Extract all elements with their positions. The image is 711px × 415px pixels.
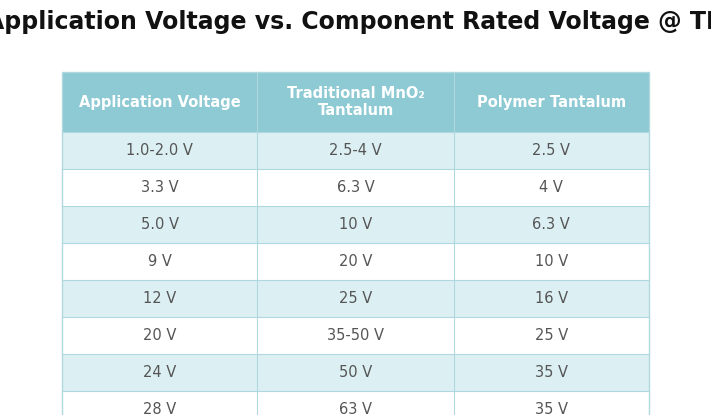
Bar [454, 354, 649, 391]
Bar [62, 72, 649, 415]
Text: 35 V: 35 V [535, 402, 568, 415]
Text: 20 V: 20 V [143, 328, 176, 343]
Text: 10 V: 10 V [535, 254, 568, 269]
Text: 2.5 V: 2.5 V [533, 143, 570, 158]
Bar [257, 354, 454, 391]
Text: 4 V: 4 V [540, 180, 563, 195]
Text: 35 V: 35 V [535, 365, 568, 380]
Text: 12 V: 12 V [143, 291, 176, 306]
Text: 35-50 V: 35-50 V [327, 328, 384, 343]
Text: 5.0 V: 5.0 V [141, 217, 178, 232]
Bar [257, 132, 454, 169]
Text: 9 V: 9 V [148, 254, 171, 269]
Bar [257, 391, 454, 415]
Text: 3.3 V: 3.3 V [141, 180, 178, 195]
Text: 10 V: 10 V [339, 217, 372, 232]
Text: 6.3 V: 6.3 V [533, 217, 570, 232]
Bar [257, 206, 454, 243]
Text: Application Voltage: Application Voltage [79, 95, 240, 110]
Bar [62, 317, 257, 354]
Bar [62, 132, 257, 169]
Text: 25 V: 25 V [339, 291, 372, 306]
Bar [257, 243, 454, 280]
Bar [62, 391, 257, 415]
Bar [454, 169, 649, 206]
Bar [62, 243, 257, 280]
Text: Traditional MnO₂
Tantalum: Traditional MnO₂ Tantalum [287, 86, 424, 118]
Text: Polymer Tantalum: Polymer Tantalum [476, 95, 626, 110]
Bar [257, 72, 454, 132]
Text: 50 V: 50 V [339, 365, 372, 380]
Text: 16 V: 16 V [535, 291, 568, 306]
Text: 63 V: 63 V [339, 402, 372, 415]
Bar [62, 206, 257, 243]
Bar [62, 72, 257, 132]
Bar [62, 280, 257, 317]
Text: Application Voltage vs. Component Rated Voltage @ TR: Application Voltage vs. Component Rated … [0, 10, 711, 34]
Bar [454, 72, 649, 132]
Bar [257, 280, 454, 317]
Text: 6.3 V: 6.3 V [336, 180, 375, 195]
Bar [454, 280, 649, 317]
Bar [62, 169, 257, 206]
Bar [454, 317, 649, 354]
Text: 24 V: 24 V [143, 365, 176, 380]
Text: 2.5-4 V: 2.5-4 V [329, 143, 382, 158]
Bar [454, 391, 649, 415]
Bar [62, 354, 257, 391]
Text: 28 V: 28 V [143, 402, 176, 415]
Bar [454, 206, 649, 243]
Bar [257, 169, 454, 206]
Bar [257, 317, 454, 354]
Text: 1.0-2.0 V: 1.0-2.0 V [127, 143, 193, 158]
Bar [454, 132, 649, 169]
Text: 25 V: 25 V [535, 328, 568, 343]
Text: 20 V: 20 V [339, 254, 372, 269]
Bar [454, 243, 649, 280]
